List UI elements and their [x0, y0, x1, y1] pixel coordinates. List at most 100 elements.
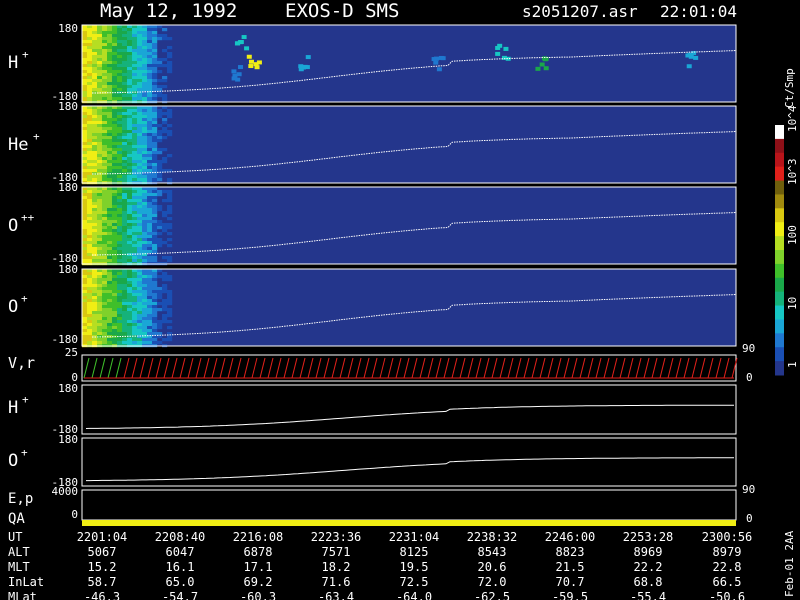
- vr-ymin: 0: [71, 371, 78, 384]
- spectrogram-cell: [152, 85, 158, 89]
- spectrogram-cell: [147, 293, 153, 297]
- spectrogram-cell: [82, 157, 88, 161]
- ephemeris-table: UT 2201:04 2208:40 2216:08 2223:36 2231:04 223…: [8, 530, 752, 600]
- spectrogram-cell: [157, 139, 163, 143]
- spectrogram-cell: [82, 275, 88, 279]
- vr-mark: [451, 357, 458, 379]
- spectrogram-cell: [167, 211, 173, 215]
- spectrogram-cell: [87, 244, 93, 248]
- spectrogram-cell: [152, 28, 158, 32]
- spectrogram-cell: [102, 332, 108, 336]
- spectrogram-speckle: [256, 60, 262, 65]
- spectrogram-cell: [142, 61, 148, 65]
- spectrogram-cell: [112, 124, 118, 128]
- side-label: Feb-01 2AA: [783, 530, 796, 597]
- spectrogram-cell: [127, 226, 133, 230]
- spectrogram-cell: [82, 211, 88, 215]
- spectrogram-cell: [132, 178, 138, 182]
- spectrogram-cell: [117, 25, 123, 29]
- ephemeris-value: 69.2: [244, 575, 273, 589]
- spectrogram-cell: [82, 40, 88, 44]
- spectrogram-cell: [107, 302, 113, 306]
- spectrogram-cell: [82, 178, 88, 182]
- spectrogram-cell: [107, 250, 113, 254]
- spectrogram-cell: [122, 281, 128, 285]
- vr-mark: [571, 357, 578, 379]
- spectrogram-cell: [147, 317, 153, 321]
- spectrogram-cell: [142, 52, 148, 56]
- spectrogram-cell: [112, 163, 118, 167]
- spectrogram-cell: [152, 329, 158, 333]
- spectrogram-cell: [122, 259, 128, 263]
- ephemeris-value: 6047: [166, 545, 195, 559]
- vr-mark: [235, 357, 242, 379]
- spectrogram-cell: [167, 226, 173, 230]
- lower-o-curve: [86, 457, 734, 482]
- spectrogram-cell: [107, 208, 113, 212]
- spectrogram-cell: [127, 151, 133, 155]
- spectrogram-cell: [132, 85, 138, 89]
- spectrogram-cell: [107, 235, 113, 239]
- spectrogram-cell: [142, 172, 148, 176]
- spectrogram-cell: [92, 133, 98, 137]
- spectrogram-cell: [107, 61, 113, 65]
- spectrogram-cell: [82, 49, 88, 53]
- spectrogram-cell: [102, 287, 108, 291]
- spectrogram-cell: [117, 235, 123, 239]
- spectrogram-cell: [162, 127, 168, 131]
- spectrogram-cell: [112, 58, 118, 62]
- spectrogram-cell: [132, 308, 138, 312]
- spectrogram-cell: [122, 52, 128, 56]
- spectrogram-cell: [107, 76, 113, 80]
- spectrogram-cell: [117, 275, 123, 279]
- spectrogram-cell: [132, 187, 138, 191]
- spectrogram-cell: [82, 229, 88, 233]
- spectrogram-cell: [92, 127, 98, 131]
- spectrogram-cell: [167, 190, 173, 194]
- spectrogram-cell: [137, 259, 143, 263]
- spectrogram-cell: [162, 118, 168, 122]
- spectrogram-cell: [127, 34, 133, 38]
- spectrogram-cell: [162, 79, 168, 83]
- spectrogram-cell: [142, 121, 148, 125]
- spectrogram-cell: [87, 335, 93, 339]
- spectrogram-cell: [167, 169, 173, 173]
- spectrogram-cell: [142, 290, 148, 294]
- spectrogram-cell: [112, 290, 118, 294]
- spectrogram-cell: [112, 115, 118, 119]
- spectrogram-cell: [132, 142, 138, 146]
- spectrogram-cell: [132, 208, 138, 212]
- spectrogram-cell: [117, 124, 123, 128]
- panel-frame: [81, 105, 737, 184]
- spectrogram-cell: [137, 250, 143, 254]
- spectrogram-cell: [137, 73, 143, 77]
- spectrogram-cell: [127, 118, 133, 122]
- spectrogram-cell: [157, 232, 163, 236]
- spectrogram-cell: [92, 305, 98, 309]
- spectrogram-cell: [167, 205, 173, 209]
- spectrogram-cell: [82, 106, 88, 110]
- spectrogram-cell: [107, 127, 113, 131]
- spectrogram-cell: [137, 256, 143, 260]
- spectrogram-cell: [117, 43, 123, 47]
- spectrogram-cell: [117, 338, 123, 342]
- spectrogram-cell: [112, 151, 118, 155]
- spectrogram-cell: [87, 208, 93, 212]
- spectrogram-cell: [82, 217, 88, 221]
- spectrogram-cell: [122, 127, 128, 131]
- spectrogram-cell: [117, 208, 123, 212]
- spectrogram-cell: [117, 175, 123, 179]
- spectrogram-cell: [122, 157, 128, 161]
- spectrogram-cell: [157, 130, 163, 134]
- spectrogram-cell: [82, 296, 88, 300]
- spectrogram-cell: [92, 235, 98, 239]
- spectrogram-cell: [142, 28, 148, 32]
- spectrogram-cell: [142, 275, 148, 279]
- spectrogram-cell: [92, 269, 98, 273]
- spectrogram-cell: [122, 163, 128, 167]
- spectrogram-cell: [152, 124, 158, 128]
- spectrogram-cell: [122, 154, 128, 158]
- spectrogram-cell: [97, 247, 103, 251]
- vr-mark: [427, 357, 434, 379]
- spectrogram-cell: [132, 250, 138, 254]
